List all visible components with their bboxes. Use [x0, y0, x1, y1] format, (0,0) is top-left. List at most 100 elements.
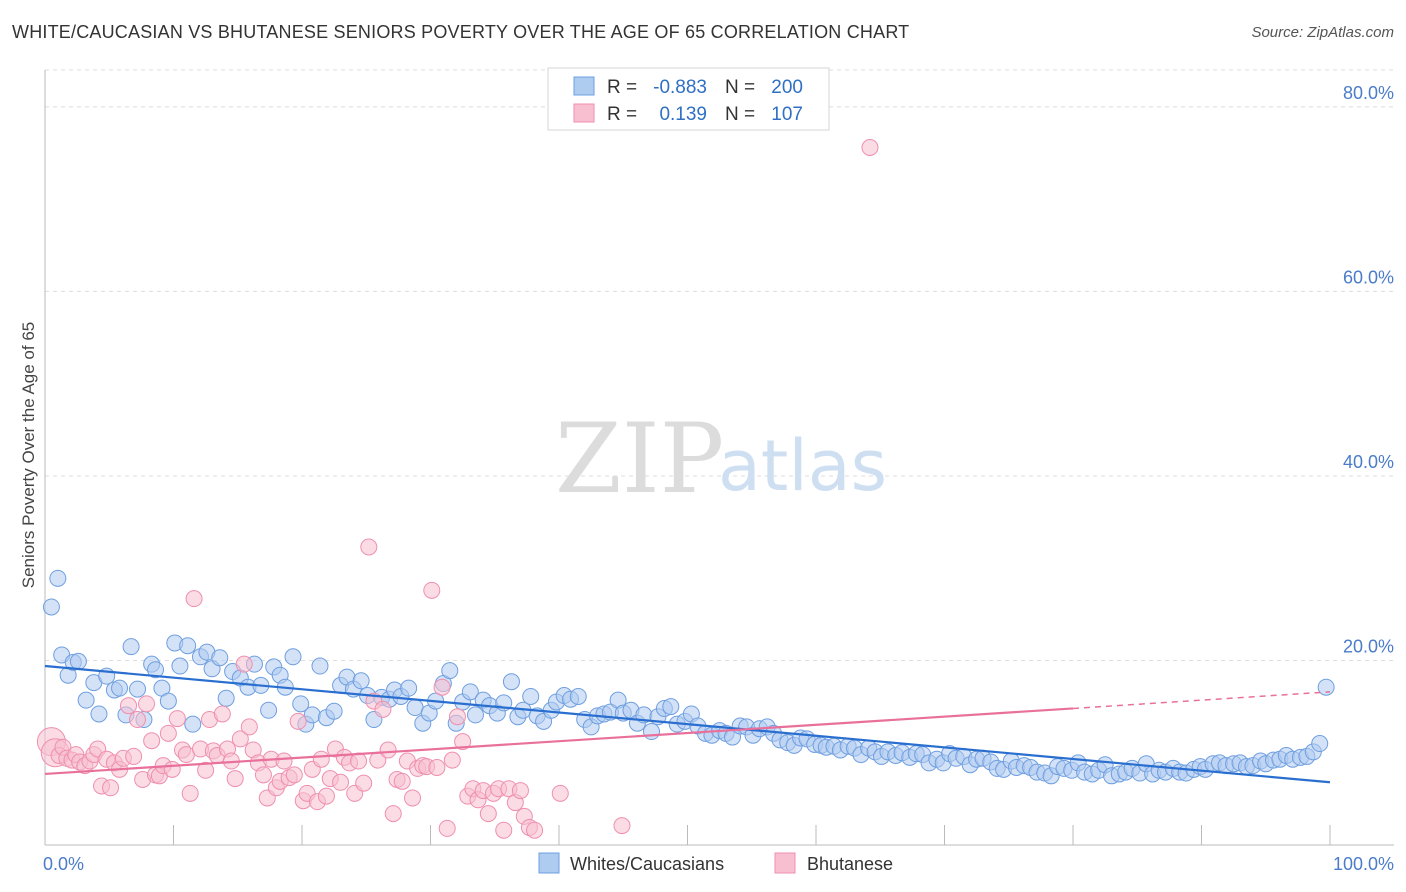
series-legend-swatch-bhutanese [774, 852, 796, 874]
white-caucasian-point [147, 661, 165, 679]
white-caucasian-point [352, 672, 370, 690]
white-caucasian-point [111, 679, 129, 697]
white-caucasian-point [211, 649, 229, 667]
legend-r-value-2: 0.139 [659, 104, 707, 125]
white-caucasian-point [159, 692, 177, 710]
white-caucasian-point [49, 569, 67, 587]
bhutanese-point [125, 747, 143, 765]
white-caucasian-point [1311, 735, 1329, 753]
bhutanese-point [526, 821, 544, 839]
white-caucasian-point [292, 695, 310, 713]
bhutanese-point [551, 784, 569, 802]
white-caucasian-point [171, 657, 189, 675]
x-tick-label-min: 0.0% [43, 854, 84, 874]
bhutanese-point [143, 732, 161, 750]
white-caucasian-point [1317, 678, 1335, 696]
y-tick-labels: 20.0% 40.0% 60.0% 80.0% [1343, 83, 1394, 657]
legend-r-value-1: -0.883 [653, 77, 707, 98]
legend-n-value-1: 200 [771, 77, 803, 98]
white-caucasian-point [77, 691, 95, 709]
white-caucasian-point [400, 679, 418, 697]
legend-r-label-1: R = [607, 77, 637, 98]
bhutanese-point [213, 705, 231, 723]
white-caucasian-point [260, 701, 278, 719]
axes [44, 70, 1394, 846]
bhutanese-point [479, 805, 497, 823]
series-legend-label-bhutanese: Bhutanese [807, 854, 893, 874]
bhutanese-point [177, 746, 195, 764]
y-axis-label: Seniors Poverty Over the Age of 65 [19, 322, 38, 588]
bhutanese-point [350, 752, 368, 770]
bhutanese-point [454, 733, 472, 751]
data-points [36, 139, 1335, 839]
watermark-atlas: atlas [718, 425, 887, 507]
bhutanese-point [332, 773, 350, 791]
bhutanese-point [168, 710, 186, 728]
y-tick-label-80: 80.0% [1343, 83, 1394, 103]
trend-lines [44, 664, 1331, 784]
y-tick-label-20: 20.0% [1343, 636, 1394, 656]
bhutanese-point [355, 774, 373, 792]
white-caucasian-point [522, 687, 540, 705]
bhutanese-point [374, 700, 392, 718]
white-caucasian-point [303, 706, 321, 724]
watermark-zip: ZIP [555, 403, 724, 515]
legend-box [547, 67, 830, 131]
white-caucasian-point [643, 723, 661, 741]
white-caucasian-point [502, 673, 520, 691]
bhutanese-point [438, 819, 456, 837]
bhutanese-point [120, 697, 138, 715]
bhutanese-point [393, 772, 411, 790]
bhutanese-point [285, 766, 303, 784]
legend-swatch-blue [573, 76, 595, 96]
white-caucasian-point [179, 637, 197, 655]
bhutanese-point [511, 782, 529, 800]
white-caucasian-point [441, 662, 459, 680]
bhutanese-point [235, 655, 253, 673]
bhutanese-point [185, 590, 203, 608]
white-caucasian-point [129, 680, 147, 698]
bhutanese-point [138, 695, 156, 713]
bhutanese-point [226, 770, 244, 788]
x-tick-labels: 0.0% 100.0% [43, 854, 1394, 874]
y-tick-label-60: 60.0% [1343, 267, 1394, 287]
bhutanese-point [443, 751, 461, 769]
white-caucasian-point [42, 598, 60, 616]
bhutanese-point [240, 718, 258, 736]
bhutanese-point [379, 741, 397, 759]
white-caucasian-point [184, 715, 202, 733]
bhutanese-point [159, 724, 177, 742]
correlation-legend: R = -0.883 N = 200 R = 0.139 N = 107 [547, 67, 830, 131]
legend-swatch-pink [573, 103, 595, 123]
bhutanese-trend-line-extension [1072, 691, 1331, 710]
x-tick-label-max: 100.0% [1333, 854, 1394, 874]
bhutanese-trend-line [44, 707, 1074, 776]
bhutanese-point [289, 712, 307, 730]
white-caucasian-point [569, 687, 587, 705]
bhutanese-point [312, 750, 330, 768]
legend-n-label-2: N = [725, 104, 755, 125]
bhutanese-point [360, 538, 378, 556]
white-caucasian-point [662, 698, 680, 716]
y-tick-label-40: 40.0% [1343, 452, 1394, 472]
bhutanese-point [254, 766, 272, 784]
bhutanese-point [129, 711, 147, 729]
bhutanese-point [423, 581, 441, 599]
series-legend: Whites/Caucasians Bhutanese [538, 852, 893, 874]
bhutanese-point [317, 787, 335, 805]
bhutanese-point [384, 805, 402, 823]
bhutanese-point [613, 817, 631, 835]
series-legend-swatch-whites [538, 852, 560, 874]
bhutanese-point [448, 708, 466, 726]
bhutanese-point [433, 678, 451, 696]
legend-r-label-2: R = [607, 104, 637, 125]
chart-source: Source: ZipAtlas.com [1251, 24, 1394, 41]
white-caucasian-point [69, 652, 87, 670]
white-caucasian-trend-line [44, 664, 1331, 784]
white-caucasian-point [311, 657, 329, 675]
bhutanese-point [231, 730, 249, 748]
watermark: ZIP atlas [555, 403, 887, 515]
bhutanese-point [197, 761, 215, 779]
white-caucasian-point [325, 702, 343, 720]
